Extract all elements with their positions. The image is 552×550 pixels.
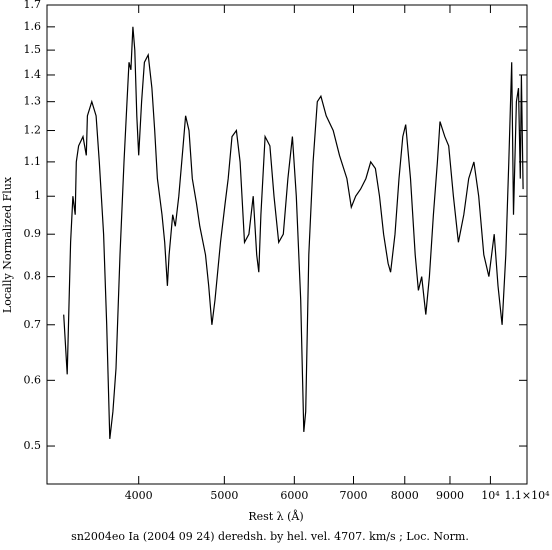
x-tick-label: 10⁴ [481,489,500,502]
x-tick-label: 8000 [391,489,419,502]
x-axis-label: Rest λ (Å) [248,509,303,523]
plot-frame [46,4,528,485]
x-tick-label: 5000 [210,489,238,502]
y-tick-label: 1.6 [24,20,42,33]
y-tick-label: 1 [34,189,41,202]
x-tick-label: 6000 [280,489,308,502]
y-tick-label: 0.6 [24,373,42,386]
y-tick-label: 0.5 [24,439,42,452]
y-tick-label: 1.1 [24,155,42,168]
caption: sn2004eo Ia (2004 09 24) deredsh. by hel… [71,530,469,543]
spectrum-line [63,26,524,439]
x-tick-label: 7000 [340,489,368,502]
x-tick-label: 9000 [436,489,464,502]
y-axis-label: Locally Normalized Flux [1,176,14,313]
y-tick-label: 0.8 [24,270,42,283]
y-tick-label: 1.5 [24,43,42,56]
y-tick-label: 1.3 [24,95,42,108]
y-tick-label: 0.7 [24,318,42,331]
y-tick-label: 1.2 [24,124,42,137]
y-tick-label: 1.7 [24,0,42,11]
x-tick-label: 1.1×10⁴ [504,489,550,502]
x-tick-label: 4000 [125,489,153,502]
y-tick-label: 0.9 [24,227,42,240]
y-tick-label: 1.4 [24,68,42,81]
